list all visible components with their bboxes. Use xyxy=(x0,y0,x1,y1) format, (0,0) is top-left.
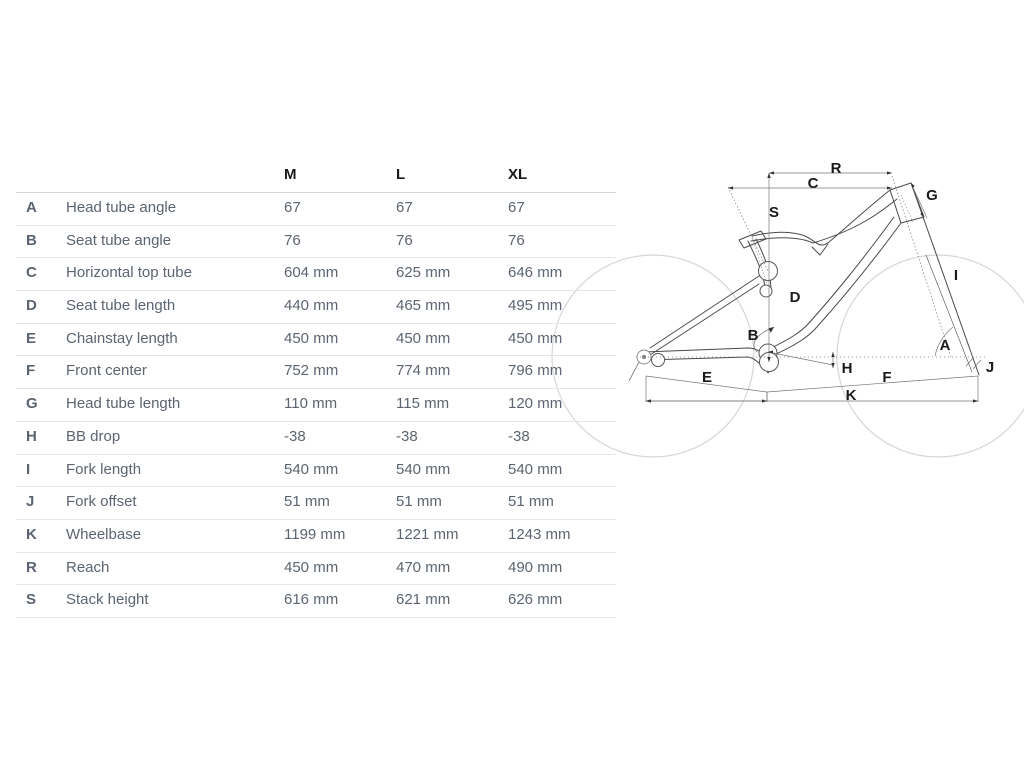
svg-text:I: I xyxy=(954,267,958,284)
svg-text:H: H xyxy=(842,360,853,377)
svg-text:G: G xyxy=(926,187,938,204)
svg-text:J: J xyxy=(986,359,994,376)
svg-text:D: D xyxy=(790,289,801,306)
svg-text:S: S xyxy=(769,204,779,221)
svg-text:R: R xyxy=(831,160,842,177)
svg-text:B: B xyxy=(748,327,759,344)
svg-text:C: C xyxy=(808,175,819,192)
svg-text:E: E xyxy=(702,369,712,386)
svg-text:A: A xyxy=(940,337,951,354)
svg-text:K: K xyxy=(846,387,857,404)
svg-text:F: F xyxy=(882,369,891,386)
